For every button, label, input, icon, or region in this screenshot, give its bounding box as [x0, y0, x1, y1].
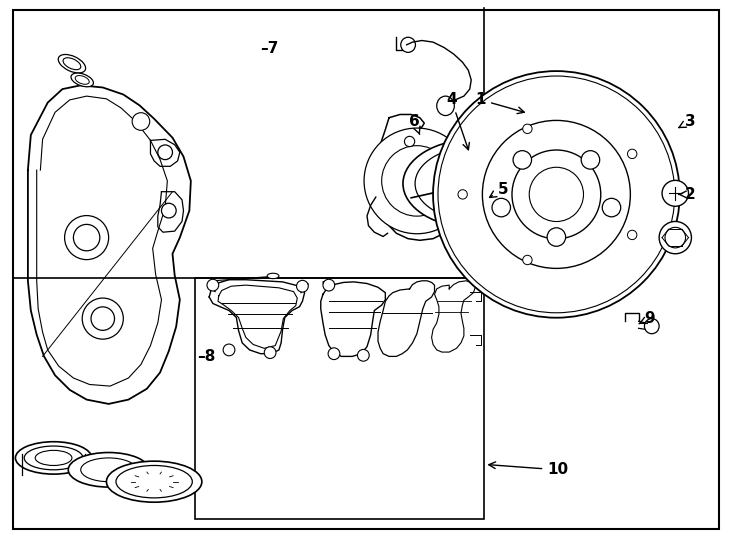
Circle shape: [357, 349, 369, 361]
Ellipse shape: [415, 146, 536, 221]
Circle shape: [323, 279, 335, 291]
Circle shape: [73, 225, 100, 251]
Circle shape: [404, 136, 415, 147]
Circle shape: [547, 228, 566, 246]
Circle shape: [529, 167, 584, 221]
Ellipse shape: [35, 450, 72, 465]
Ellipse shape: [81, 458, 137, 482]
Circle shape: [628, 230, 637, 240]
Circle shape: [665, 227, 686, 248]
Circle shape: [628, 149, 637, 159]
Text: 5: 5: [490, 181, 508, 198]
Ellipse shape: [58, 55, 86, 73]
Ellipse shape: [267, 273, 279, 279]
Circle shape: [602, 198, 621, 217]
Text: 1: 1: [476, 92, 524, 113]
Circle shape: [161, 203, 176, 218]
Ellipse shape: [644, 319, 659, 334]
Text: –7: –7: [261, 41, 279, 56]
Text: 4: 4: [446, 92, 469, 150]
Text: 10: 10: [489, 462, 568, 477]
Ellipse shape: [437, 96, 454, 116]
Bar: [195, 278, 484, 519]
Ellipse shape: [75, 76, 90, 84]
Circle shape: [91, 307, 115, 330]
Ellipse shape: [439, 161, 512, 206]
Text: 6: 6: [410, 114, 420, 134]
Ellipse shape: [63, 58, 81, 70]
Circle shape: [523, 255, 532, 265]
Circle shape: [65, 215, 109, 260]
Circle shape: [512, 150, 600, 239]
Circle shape: [581, 151, 600, 169]
Circle shape: [492, 198, 511, 217]
Circle shape: [513, 151, 531, 169]
Text: 9: 9: [639, 311, 655, 326]
Circle shape: [433, 71, 680, 318]
Ellipse shape: [401, 37, 415, 52]
Ellipse shape: [116, 465, 192, 498]
Text: 2: 2: [679, 187, 695, 202]
Circle shape: [458, 190, 468, 199]
Circle shape: [659, 221, 691, 254]
Text: –8: –8: [197, 349, 215, 364]
Circle shape: [297, 280, 308, 292]
Ellipse shape: [662, 180, 688, 206]
Circle shape: [132, 113, 150, 130]
Circle shape: [207, 279, 219, 291]
Circle shape: [158, 145, 172, 160]
Circle shape: [82, 298, 123, 339]
Circle shape: [438, 76, 675, 313]
Ellipse shape: [454, 170, 498, 197]
Ellipse shape: [24, 446, 83, 470]
Circle shape: [382, 146, 452, 216]
Circle shape: [328, 348, 340, 360]
Text: 3: 3: [679, 114, 695, 129]
Ellipse shape: [15, 442, 92, 474]
Ellipse shape: [403, 139, 548, 228]
Circle shape: [523, 124, 532, 133]
Circle shape: [482, 120, 631, 268]
Ellipse shape: [106, 461, 202, 502]
Circle shape: [223, 344, 235, 356]
Ellipse shape: [71, 73, 93, 87]
Circle shape: [364, 128, 470, 234]
Ellipse shape: [68, 453, 149, 487]
Circle shape: [264, 347, 276, 359]
